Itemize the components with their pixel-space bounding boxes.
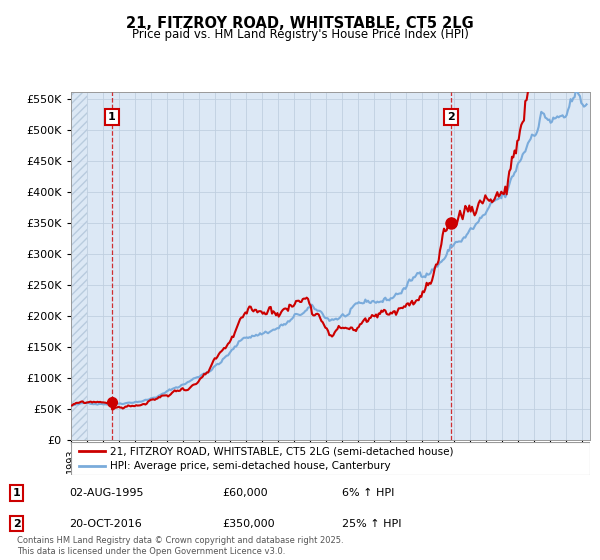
Text: 6% ↑ HPI: 6% ↑ HPI <box>342 488 394 498</box>
Text: 20-OCT-2016: 20-OCT-2016 <box>69 519 142 529</box>
Text: 21, FITZROY ROAD, WHITSTABLE, CT5 2LG: 21, FITZROY ROAD, WHITSTABLE, CT5 2LG <box>126 16 474 31</box>
Text: 21, FITZROY ROAD, WHITSTABLE, CT5 2LG (semi-detached house): 21, FITZROY ROAD, WHITSTABLE, CT5 2LG (s… <box>110 446 453 456</box>
Text: Contains HM Land Registry data © Crown copyright and database right 2025.
This d: Contains HM Land Registry data © Crown c… <box>17 536 343 556</box>
Text: HPI: Average price, semi-detached house, Canterbury: HPI: Average price, semi-detached house,… <box>110 461 391 471</box>
Text: 1: 1 <box>108 112 116 122</box>
Text: Price paid vs. HM Land Registry's House Price Index (HPI): Price paid vs. HM Land Registry's House … <box>131 28 469 41</box>
Text: £60,000: £60,000 <box>222 488 268 498</box>
FancyBboxPatch shape <box>71 442 590 475</box>
Bar <box>71 92 87 440</box>
Text: 02-AUG-1995: 02-AUG-1995 <box>69 488 143 498</box>
Text: 2: 2 <box>447 112 455 122</box>
Text: £350,000: £350,000 <box>222 519 275 529</box>
Text: 2: 2 <box>13 519 20 529</box>
Text: 25% ↑ HPI: 25% ↑ HPI <box>342 519 401 529</box>
Text: 1: 1 <box>13 488 20 498</box>
